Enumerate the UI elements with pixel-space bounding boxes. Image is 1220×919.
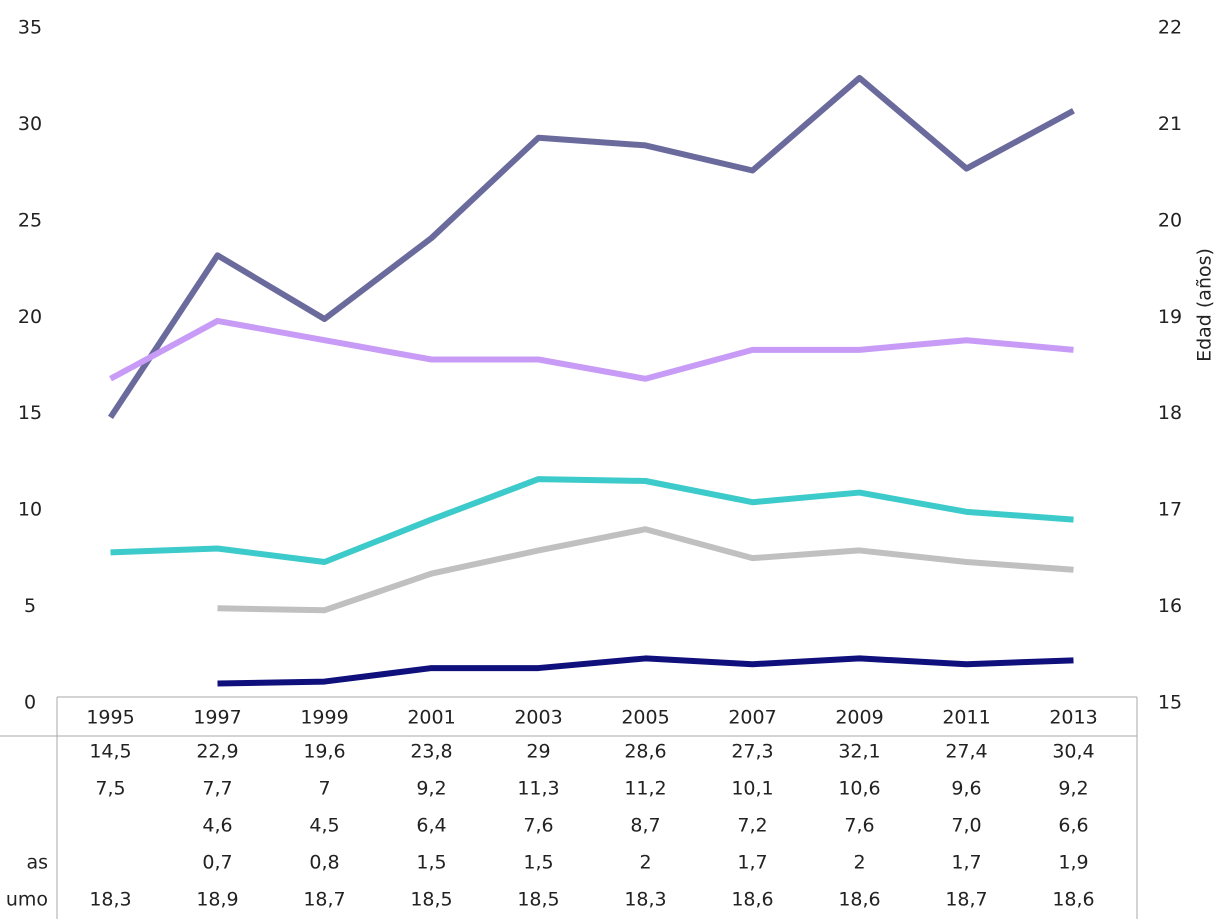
x-tick-label: 2003 <box>514 707 562 729</box>
table-cell: 7,2 <box>737 815 767 837</box>
table-cell: 23,8 <box>410 741 452 763</box>
table-cell: 27,3 <box>731 741 773 763</box>
table-cell: 1,5 <box>523 852 553 874</box>
x-tick-label: 2013 <box>1049 707 1097 729</box>
table-cell: 6,4 <box>416 815 446 837</box>
table-cell: 18,5 <box>517 889 559 911</box>
series-line <box>109 317 1074 382</box>
table-cell: 4,6 <box>202 815 232 837</box>
table-cell: 9,2 <box>1058 778 1088 800</box>
table-cell: 2 <box>639 852 651 874</box>
table-cell: 18,3 <box>89 889 131 911</box>
table-cell: 9,2 <box>416 778 446 800</box>
table-cell: 7,6 <box>523 815 553 837</box>
table-cell: 8,7 <box>630 815 660 837</box>
y-tick-label: 35 <box>18 17 42 39</box>
x-tick-label: 2011 <box>942 707 990 729</box>
x-tick-label: 1995 <box>86 707 134 729</box>
table-cell: 0,8 <box>309 852 339 874</box>
table-cell: 11,2 <box>624 778 666 800</box>
y2-tick-label: 22 <box>1158 17 1182 39</box>
table-cell: 18,6 <box>1052 889 1094 911</box>
y2-tick-label: 21 <box>1158 113 1182 135</box>
table-cell: 2 <box>853 852 865 874</box>
table-cell: 10,6 <box>838 778 880 800</box>
x-tick-label: 2007 <box>728 707 776 729</box>
y2-tick-label: 18 <box>1158 402 1182 424</box>
y-tick-label: 20 <box>18 306 42 328</box>
table-cell: 7 <box>318 778 330 800</box>
series-line <box>110 476 1074 565</box>
legend-label: umo <box>6 889 48 911</box>
y2-tick-label: 15 <box>1158 692 1182 714</box>
series-line <box>107 74 1075 420</box>
table-cell: 7,5 <box>95 778 125 800</box>
table-cell: 9,6 <box>951 778 981 800</box>
y2-tick-label: 20 <box>1158 209 1182 231</box>
y-tick-label: 25 <box>18 209 42 231</box>
table-cell: 18,6 <box>731 889 773 911</box>
table-cell: 18,7 <box>303 889 345 911</box>
y2-tick-label: 16 <box>1158 595 1182 617</box>
table-cell: 32,1 <box>838 741 880 763</box>
table-cell: 0,7 <box>202 852 232 874</box>
y-tick-label: 15 <box>18 402 42 424</box>
table-cell: 18,9 <box>196 889 238 911</box>
table-cell: 7,7 <box>202 778 232 800</box>
table-cell: 18,5 <box>410 889 452 911</box>
series-line <box>217 526 1074 614</box>
table-cell: 10,1 <box>731 778 773 800</box>
y-tick-label: 10 <box>18 499 42 521</box>
x-tick-label: 2005 <box>621 707 669 729</box>
x-tick-label: 1999 <box>300 707 348 729</box>
table-cell: 28,6 <box>624 741 666 763</box>
table-cell: 7,6 <box>844 815 874 837</box>
table-cell: 18,7 <box>945 889 987 911</box>
y2-tick-label: 17 <box>1158 499 1182 521</box>
y2-axis-label: Edad (años) <box>1194 248 1216 362</box>
table-cell: 27,4 <box>945 741 987 763</box>
table-cell: 1,7 <box>951 852 981 874</box>
x-tick-label: 2009 <box>835 707 883 729</box>
table-cell: 1,7 <box>737 852 767 874</box>
table-cell: 22,9 <box>196 741 238 763</box>
table-cell: 7,0 <box>951 815 981 837</box>
table-cell: 1,5 <box>416 852 446 874</box>
table-cell: 18,3 <box>624 889 666 911</box>
series-line <box>217 655 1074 687</box>
y-tick-label: 0 <box>24 692 36 714</box>
table-cell: 29 <box>526 741 550 763</box>
table-cell: 6,6 <box>1058 815 1088 837</box>
table-cell: 4,5 <box>309 815 339 837</box>
table-cell: 18,6 <box>838 889 880 911</box>
table-cell: 14,5 <box>89 741 131 763</box>
table-cell: 11,3 <box>517 778 559 800</box>
y-tick-label: 30 <box>18 113 42 135</box>
x-tick-label: 1997 <box>193 707 241 729</box>
table-cell: 1,9 <box>1058 852 1088 874</box>
x-tick-label: 2001 <box>407 707 455 729</box>
y2-tick-label: 19 <box>1158 306 1182 328</box>
y-tick-label: 5 <box>24 595 36 617</box>
table-cell: 19,6 <box>303 741 345 763</box>
legend-label: as <box>26 852 48 874</box>
table-cell: 30,4 <box>1052 741 1094 763</box>
